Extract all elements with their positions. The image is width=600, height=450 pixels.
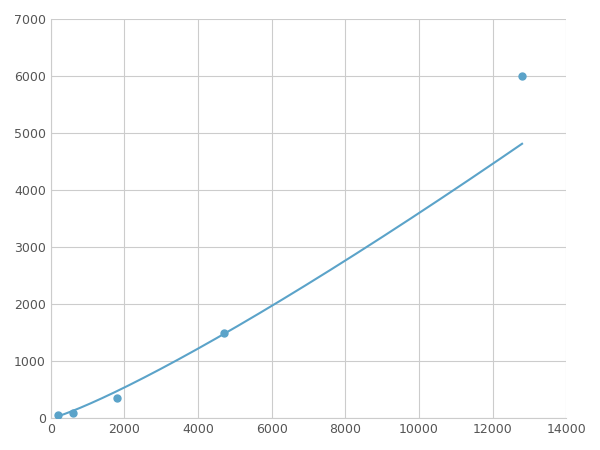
Point (517, 72, 527, 80)
Point (68, 409, 77, 416)
Point (219, 329, 229, 336)
Point (53, 412, 63, 419)
Point (112, 395, 122, 402)
